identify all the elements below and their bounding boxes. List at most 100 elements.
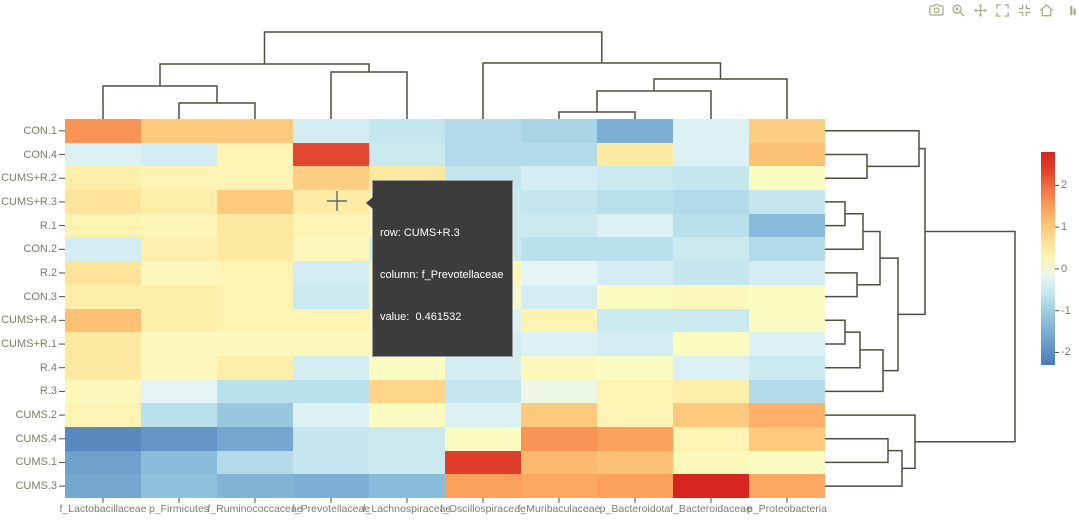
heatmap-cell[interactable] [65, 308, 141, 333]
heatmap-cell[interactable] [369, 119, 445, 143]
heatmap-cell[interactable] [141, 450, 217, 475]
heatmap-cell[interactable] [597, 450, 673, 475]
heatmap-cell[interactable] [293, 355, 369, 380]
heatmap-cell[interactable] [141, 379, 217, 404]
heatmap-cell[interactable] [369, 426, 445, 451]
autoscale-icon[interactable] [995, 3, 1011, 19]
heatmap-cell[interactable] [65, 190, 141, 214]
plotly-logo-partial-icon[interactable] [1061, 3, 1077, 19]
heatmap-cell[interactable] [521, 474, 597, 498]
heatmap-cell[interactable] [293, 284, 369, 309]
heatmap-cell[interactable] [673, 142, 749, 167]
heatmap-cell[interactable] [217, 213, 293, 238]
heatmap-cell[interactable] [141, 426, 217, 451]
heatmap-cell[interactable] [749, 166, 825, 191]
heatmap-cell[interactable] [673, 426, 749, 451]
heatmap-cell[interactable] [141, 474, 217, 498]
heatmap-cell[interactable] [749, 332, 825, 356]
heatmap-cell[interactable] [597, 190, 673, 214]
heatmap-cell[interactable] [597, 142, 673, 167]
heatmap-cell[interactable] [217, 190, 293, 214]
heatmap-cell[interactable] [445, 119, 521, 143]
heatmap-cell[interactable] [293, 166, 369, 191]
heatmap-cell[interactable] [293, 450, 369, 475]
heatmap-cell[interactable] [749, 450, 825, 475]
heatmap-cell[interactable] [293, 190, 369, 214]
heatmap-cell[interactable] [293, 213, 369, 238]
heatmap-cell[interactable] [673, 403, 749, 427]
heatmap-cell[interactable] [293, 237, 369, 262]
heatmap-cell[interactable] [597, 403, 673, 427]
heatmap-cell[interactable] [217, 355, 293, 380]
heatmap-cell[interactable] [65, 403, 141, 427]
heatmap-cell[interactable] [597, 426, 673, 451]
heatmap-cell[interactable] [445, 426, 521, 451]
pan-icon[interactable] [973, 3, 989, 19]
heatmap-cell[interactable] [673, 190, 749, 214]
heatmap-cell[interactable] [521, 119, 597, 143]
heatmap-cell[interactable] [749, 379, 825, 404]
heatmap-cell[interactable] [521, 237, 597, 262]
heatmap-cell[interactable] [597, 284, 673, 309]
heatmap-cell[interactable] [65, 474, 141, 498]
heatmap-cell[interactable] [521, 355, 597, 380]
heatmap-cell[interactable] [293, 261, 369, 285]
heatmap-cell[interactable] [673, 119, 749, 143]
heatmap-cell[interactable] [521, 261, 597, 285]
heatmap-cell[interactable] [521, 450, 597, 475]
heatmap-cell[interactable] [673, 261, 749, 285]
heatmap-cell[interactable] [521, 379, 597, 404]
heatmap-cell[interactable] [749, 308, 825, 333]
heatmap-cell[interactable] [293, 474, 369, 498]
heatmap-cell[interactable] [65, 119, 141, 143]
heatmap-cell[interactable] [293, 403, 369, 427]
heatmap-cell[interactable] [521, 308, 597, 333]
heatmap-cell[interactable] [749, 403, 825, 427]
heatmap-cell[interactable] [749, 213, 825, 238]
heatmap-cell[interactable] [141, 355, 217, 380]
heatmap-cell[interactable] [141, 213, 217, 238]
heatmap-cell[interactable] [141, 332, 217, 356]
heatmap-cell[interactable] [597, 237, 673, 262]
heatmap-cell[interactable] [521, 166, 597, 191]
heatmap-cell[interactable] [217, 119, 293, 143]
heatmap-cell[interactable] [65, 450, 141, 475]
heatmap-cell[interactable] [673, 213, 749, 238]
heatmap-cell[interactable] [445, 355, 521, 380]
heatmap-cell[interactable] [597, 213, 673, 238]
heatmap-cell[interactable] [65, 379, 141, 404]
heatmap-cell[interactable] [749, 261, 825, 285]
heatmap-cell[interactable] [293, 426, 369, 451]
heatmap-cell[interactable] [65, 426, 141, 451]
heatmap-cell[interactable] [217, 308, 293, 333]
heatmap-cell[interactable] [521, 403, 597, 427]
zoom-icon[interactable] [951, 3, 967, 19]
heatmap-cell[interactable] [749, 426, 825, 451]
heatmap-cell[interactable] [673, 332, 749, 356]
heatmap-cell[interactable] [293, 332, 369, 356]
heatmap-cell[interactable] [65, 213, 141, 238]
heatmap-cell[interactable] [65, 237, 141, 262]
heatmap-cell[interactable] [445, 403, 521, 427]
heatmap-cell[interactable] [521, 284, 597, 309]
heatmap-cell[interactable] [597, 308, 673, 333]
heatmap-cell[interactable] [65, 355, 141, 380]
heatmap-cell[interactable] [597, 261, 673, 285]
heatmap-cell[interactable] [521, 426, 597, 451]
heatmap-cell[interactable] [217, 450, 293, 475]
heatmap-cell[interactable] [65, 284, 141, 309]
heatmap-cell[interactable] [217, 332, 293, 356]
heatmap-cell[interactable] [293, 119, 369, 143]
heatmap-cell[interactable] [521, 213, 597, 238]
camera-icon[interactable] [929, 3, 945, 19]
heatmap-cell[interactable] [141, 261, 217, 285]
heatmap-cell[interactable] [749, 355, 825, 380]
heatmap-cell[interactable] [445, 379, 521, 404]
heatmap-cell[interactable] [141, 237, 217, 262]
reset-axes-icon[interactable] [1017, 3, 1033, 19]
heatmap-cell[interactable] [673, 308, 749, 333]
heatmap-cell[interactable] [369, 403, 445, 427]
heatmap-cell[interactable] [445, 450, 521, 475]
heatmap-cell[interactable] [141, 190, 217, 214]
heatmap-cell[interactable] [217, 261, 293, 285]
